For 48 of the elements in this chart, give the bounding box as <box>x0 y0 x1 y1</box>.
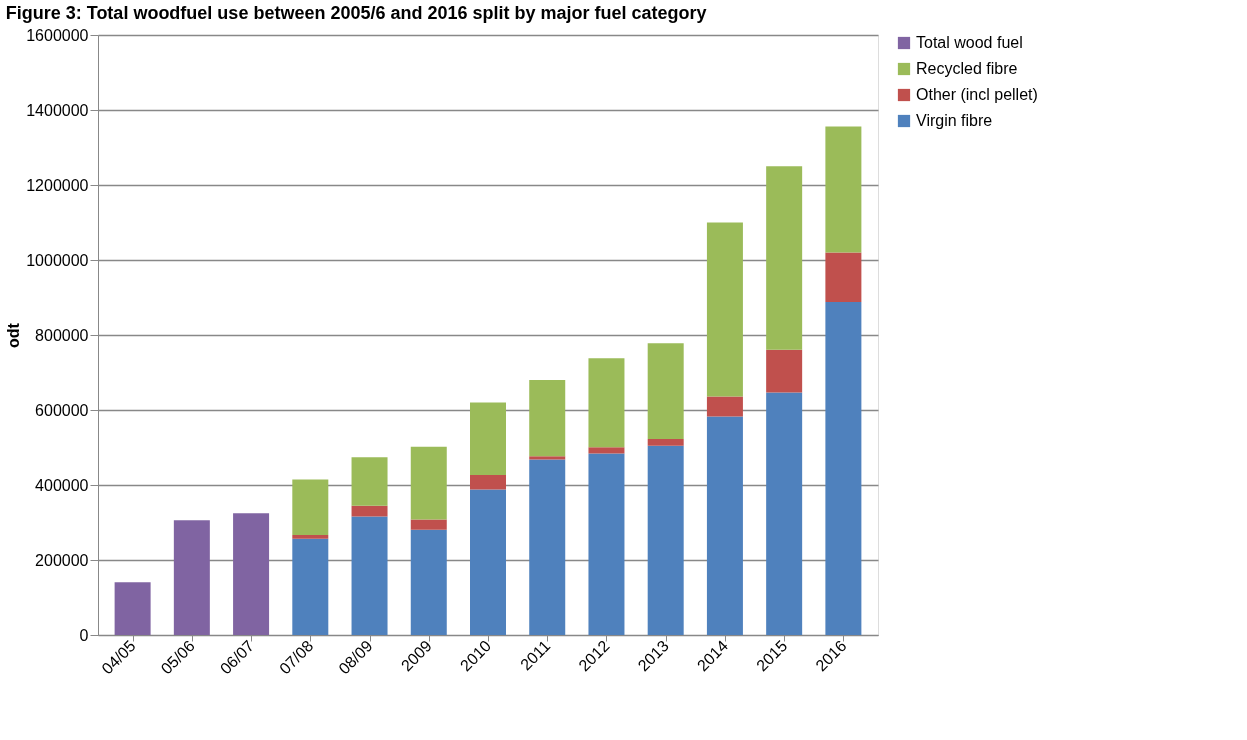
legend-label: Recycled fibre <box>916 60 1018 77</box>
chart-title: Figure 3: Total woodfuel use between 2005/6 and 2016 split by major fuel category <box>5 3 707 23</box>
bar <box>351 505 388 517</box>
y-tick-label: 1200000 <box>26 176 89 194</box>
bar <box>647 343 684 439</box>
bar <box>173 520 210 635</box>
bar <box>351 457 388 506</box>
bar <box>588 358 625 448</box>
legend-label: Virgin fibre <box>916 112 993 129</box>
y-axis-title: odt <box>5 322 23 348</box>
bar <box>529 459 566 635</box>
bar <box>233 513 270 635</box>
y-tick-label: 1600000 <box>26 26 89 44</box>
bar <box>706 396 743 417</box>
bar <box>470 402 506 475</box>
bar <box>825 302 862 635</box>
bar <box>647 438 684 446</box>
y-tick-label: 600000 <box>35 401 89 419</box>
y-tick-label: 1000000 <box>26 251 89 269</box>
bar <box>825 252 862 302</box>
bar <box>706 416 743 635</box>
bar <box>766 349 803 393</box>
bar <box>588 453 625 635</box>
legend-label: Total wood fuel <box>916 34 1023 51</box>
bar <box>292 479 329 535</box>
bar <box>706 222 743 397</box>
y-tick-label: 200000 <box>35 551 89 569</box>
bar <box>529 456 566 460</box>
bar <box>292 538 329 635</box>
bar <box>470 474 506 490</box>
bar <box>529 380 566 457</box>
bar <box>292 534 329 539</box>
bar <box>410 446 447 520</box>
bar <box>825 126 862 253</box>
y-tick-label: 0 <box>79 626 89 644</box>
bar <box>410 529 447 635</box>
bar <box>410 519 447 530</box>
legend-label: Other (incl pellet) <box>916 86 1038 103</box>
y-tick-label: 1400000 <box>26 101 89 119</box>
bar <box>470 489 506 635</box>
bar <box>647 445 684 635</box>
y-tick-label: 400000 <box>35 476 89 494</box>
bar <box>766 166 803 350</box>
bar <box>588 447 625 454</box>
y-tick-label: 800000 <box>35 326 89 344</box>
bar <box>114 582 151 635</box>
bar <box>766 392 803 635</box>
bar <box>351 516 388 635</box>
